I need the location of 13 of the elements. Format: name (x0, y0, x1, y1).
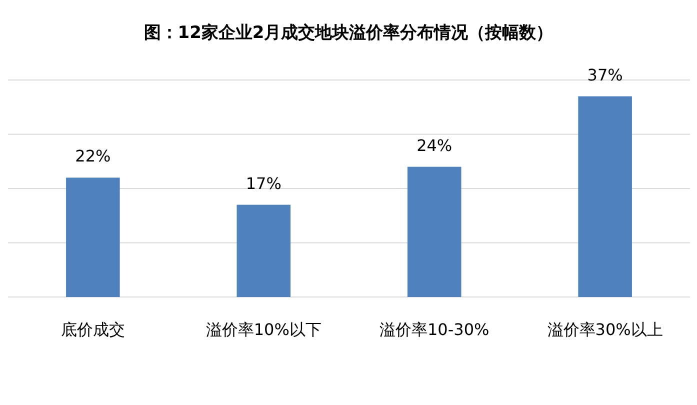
x-tick-label: 溢价率10-30% (380, 320, 490, 339)
chart-title: 图：12家企业2月成交地块溢价率分布情况（按幅数） (144, 23, 554, 43)
data-label: 37% (587, 65, 623, 84)
data-label: 17% (246, 174, 282, 193)
data-label: 24% (416, 136, 452, 155)
bar (578, 96, 632, 297)
x-tick-label: 溢价率10%以下 (206, 320, 322, 339)
data-label: 22% (75, 146, 111, 166)
bar (66, 178, 120, 297)
x-tick-label: 溢价率30%以上 (547, 320, 663, 339)
x-tick-label: 底价成交 (60, 320, 125, 339)
bar (407, 166, 462, 297)
bar (236, 204, 291, 297)
